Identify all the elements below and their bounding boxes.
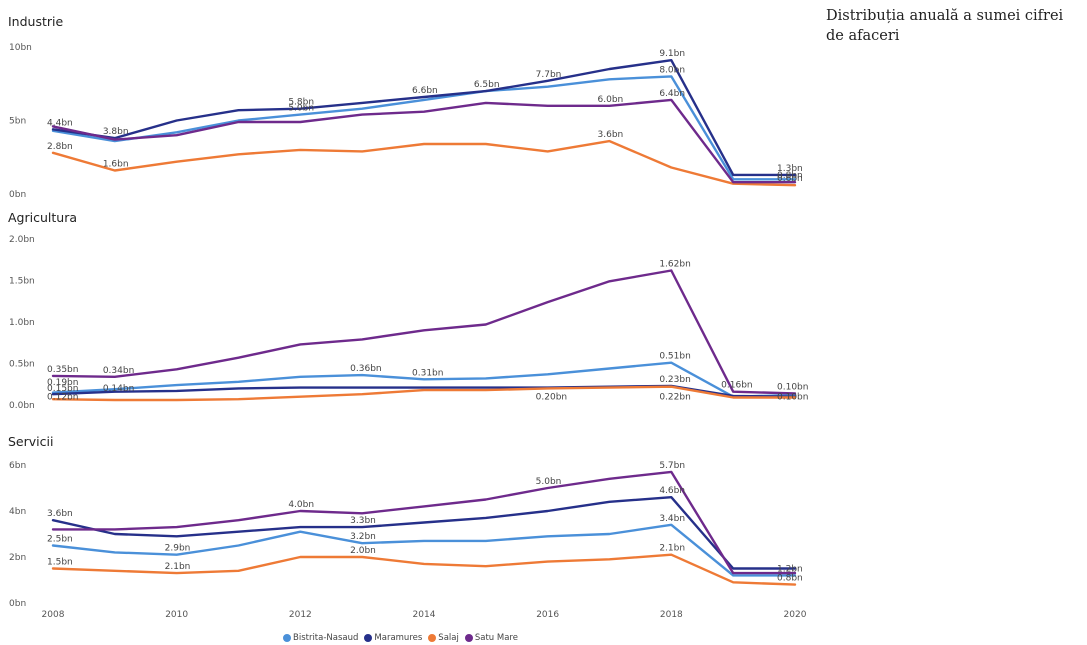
legend-item[interactable]: Satu Mare — [464, 633, 518, 643]
legend-label: Satu Mare — [474, 633, 518, 643]
data-label: 0.10bn — [777, 392, 808, 402]
data-label: 1.5bn — [47, 558, 73, 568]
series-line-satu mare — [51, 470, 797, 575]
data-label: 5.0bn — [288, 104, 314, 114]
y-tick-label: 0bn — [9, 599, 26, 609]
data-label: 5.7bn — [659, 461, 685, 471]
data-label: 3.6bn — [598, 130, 624, 140]
data-label: 2.0bn — [350, 546, 376, 556]
data-label: 0.34bn — [103, 366, 134, 376]
data-label: 0.8bn — [777, 171, 803, 181]
data-label: 8.0bn — [659, 65, 685, 75]
data-label: 6.5bn — [474, 80, 500, 90]
data-label: 0.6bn — [777, 174, 803, 184]
series-line-salaj — [51, 553, 797, 586]
legend: Bistrita-Nasaud Maramures Salaj Satu Mare — [283, 633, 518, 643]
y-tick-label: 1.0bn — [9, 318, 35, 328]
y-tick-label: 0bn — [9, 190, 26, 200]
data-label: 5.8bn — [288, 98, 314, 108]
data-label: 2.9bn — [165, 544, 191, 554]
y-tick-label: 2bn — [9, 553, 26, 563]
panel-title: Industrie — [8, 14, 63, 29]
data-label: 0.10bn — [777, 382, 808, 392]
legend-label: Salaj — [438, 633, 459, 643]
legend-label: Bistrita-Nasaud — [293, 633, 359, 643]
data-label: 0.16bn — [721, 381, 752, 391]
data-label: 3.8bn — [103, 127, 129, 137]
data-label: 0.14bn — [103, 384, 134, 394]
data-label: 7.7bn — [536, 70, 562, 80]
data-label: 0.8bn — [777, 574, 803, 584]
data-label: 0.23bn — [659, 375, 690, 385]
y-tick-label: 4bn — [9, 507, 26, 517]
x-tick-label: 2014 — [413, 610, 436, 620]
data-label: 2.1bn — [659, 544, 685, 554]
data-label: 1.6bn — [103, 159, 129, 169]
data-label: 0.22bn — [659, 392, 690, 402]
data-label: 9.1bn — [659, 49, 685, 59]
x-tick-label: 2008 — [42, 610, 65, 620]
data-label: 3.2bn — [350, 532, 376, 542]
legend-dot-icon — [283, 634, 291, 642]
data-label: 3.6bn — [47, 509, 73, 519]
data-label: 0.51bn — [659, 352, 690, 362]
data-label: 0.19bn — [47, 378, 78, 388]
data-label: 4.4bn — [47, 118, 73, 128]
data-label: 5.0bn — [536, 477, 562, 487]
y-tick-label: 0.5bn — [9, 360, 35, 370]
data-label: 2.1bn — [165, 562, 191, 572]
series-line-maramures — [51, 496, 797, 570]
data-label: 1.62bn — [659, 260, 690, 270]
legend-item[interactable]: Bistrita-Nasaud — [283, 633, 358, 643]
x-tick-label: 2016 — [536, 610, 559, 620]
data-label: 3.4bn — [659, 514, 685, 524]
data-label: 0.15bn — [47, 384, 78, 394]
data-label: 4.6bn — [659, 486, 685, 496]
data-label: 1.3bn — [777, 164, 803, 174]
data-label: 0.35bn — [47, 365, 78, 375]
y-tick-label: 5bn — [9, 117, 26, 127]
series-line-bistrita-nasaud — [51, 361, 797, 398]
y-tick-label: 10bn — [9, 43, 32, 53]
legend-item[interactable]: Salaj — [428, 633, 459, 643]
data-label: 6.6bn — [412, 86, 438, 96]
panel-title: Servicii — [8, 434, 53, 449]
data-label: 3.3bn — [350, 516, 376, 526]
data-label: 0.12bn — [47, 392, 78, 402]
legend-label: Maramures — [374, 633, 423, 643]
series-line-salaj — [51, 139, 797, 187]
data-label: 1.2bn — [777, 564, 803, 574]
data-label: 0.20bn — [536, 392, 567, 402]
x-tick-label: 2010 — [165, 610, 188, 620]
legend-dot-icon — [364, 634, 373, 642]
series-line-salaj — [51, 385, 797, 402]
y-tick-label: 2.0bn — [9, 235, 35, 245]
legend-item[interactable]: Maramures — [364, 633, 422, 643]
x-tick-label: 2020 — [784, 610, 807, 620]
y-tick-label: 1.5bn — [9, 277, 35, 287]
data-label: 2.5bn — [47, 535, 73, 545]
report-title: Distribuția anuală a sumei cifrei de afa… — [826, 8, 1064, 44]
x-tick-label: 2012 — [289, 610, 312, 620]
series-line-maramures — [51, 59, 797, 177]
data-label: 4.0bn — [288, 500, 314, 510]
x-tick-label: 2018 — [660, 610, 683, 620]
legend-dot-icon — [428, 634, 437, 642]
data-label: 6.0bn — [598, 95, 624, 105]
series-line-satu mare — [51, 98, 797, 184]
y-tick-label: 6bn — [9, 461, 26, 471]
data-label: 0.31bn — [412, 368, 443, 378]
y-tick-label: 0.0bn — [9, 401, 35, 411]
series-line-bistrita-nasaud — [51, 75, 797, 181]
data-label: 6.4bn — [659, 89, 685, 99]
series-line-bistrita-nasaud — [51, 523, 797, 577]
series-line-satu mare — [51, 269, 797, 395]
data-label: 0.36bn — [350, 364, 381, 374]
panel-title: Agricultura — [8, 210, 77, 225]
legend-dot-icon — [464, 634, 473, 642]
data-label: 2.8bn — [47, 142, 73, 152]
